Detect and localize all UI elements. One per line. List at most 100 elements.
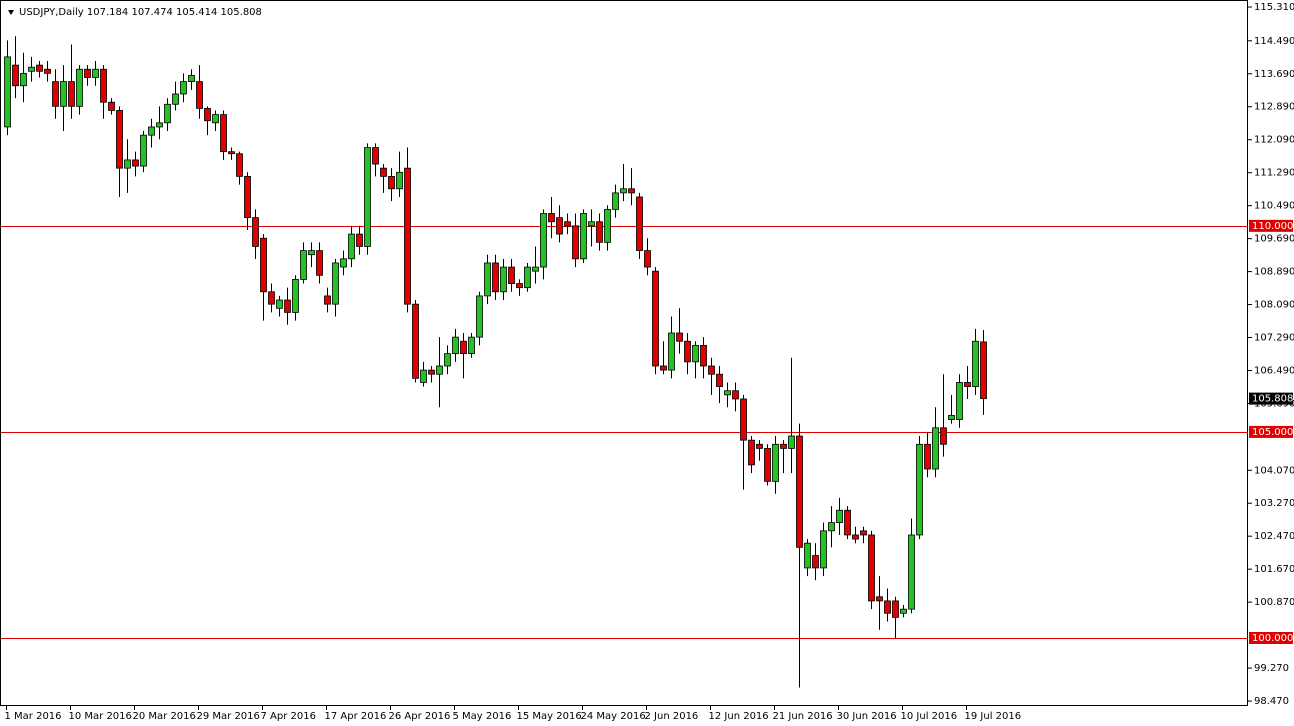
candle-body bbox=[692, 344, 699, 363]
candle-body bbox=[268, 291, 275, 305]
x-tick-label: 15 May 2016 bbox=[517, 711, 582, 722]
candle-body bbox=[796, 435, 803, 548]
candle-body bbox=[332, 262, 339, 305]
candle-body bbox=[500, 266, 507, 293]
candle-body bbox=[932, 427, 939, 470]
candle-body bbox=[164, 103, 171, 124]
candle-body bbox=[964, 382, 971, 387]
candle-body bbox=[708, 365, 715, 375]
candle-body bbox=[956, 382, 963, 420]
y-tick-label: 115.310 bbox=[1254, 2, 1294, 13]
candle-body bbox=[900, 608, 907, 614]
y-tick-label: 114.490 bbox=[1254, 36, 1294, 47]
level-badge-label: 110.000 bbox=[1252, 221, 1293, 232]
candle-body bbox=[476, 295, 483, 338]
candle-body bbox=[36, 64, 43, 72]
candle-body bbox=[204, 107, 211, 122]
candle-body bbox=[276, 299, 283, 309]
y-tick-label: 108.090 bbox=[1254, 300, 1294, 311]
candle-body bbox=[428, 369, 435, 375]
candle-body bbox=[684, 340, 691, 363]
candle-body bbox=[244, 175, 251, 219]
candle-body bbox=[420, 369, 427, 383]
x-tick-label: 7 Apr 2016 bbox=[261, 711, 316, 722]
candle-body bbox=[604, 208, 611, 243]
candle-body bbox=[196, 81, 203, 109]
y-tick-label: 98.470 bbox=[1254, 696, 1289, 707]
y-tick-label: 103.270 bbox=[1254, 498, 1294, 509]
candle-body bbox=[772, 443, 779, 482]
candle-body bbox=[820, 530, 827, 569]
x-tick-label: 20 Mar 2016 bbox=[133, 711, 196, 722]
candle-body bbox=[724, 390, 731, 396]
candle-body bbox=[308, 250, 315, 256]
candle-body bbox=[20, 72, 27, 87]
y-tick-label: 106.490 bbox=[1254, 366, 1294, 377]
candle-body bbox=[12, 64, 19, 87]
level-badge bbox=[1249, 425, 1293, 438]
candle-body bbox=[972, 340, 979, 387]
candle-body bbox=[868, 534, 875, 602]
candle-body bbox=[732, 390, 739, 400]
candle-body bbox=[652, 270, 659, 367]
candle-body bbox=[780, 443, 787, 449]
x-tick-label: 12 Jun 2016 bbox=[709, 711, 769, 722]
candle-body bbox=[916, 443, 923, 536]
candle-body bbox=[644, 250, 651, 268]
candle-body bbox=[436, 365, 443, 375]
candle-body bbox=[764, 448, 771, 482]
candle-body bbox=[716, 373, 723, 387]
symbol: USDJPY,Daily bbox=[19, 7, 84, 18]
candle-body bbox=[148, 126, 155, 136]
candle-body bbox=[812, 555, 819, 569]
candle-body bbox=[340, 258, 347, 268]
x-tick-label: 2 Jun 2016 bbox=[645, 711, 699, 722]
candle-body bbox=[468, 336, 475, 355]
candle-body bbox=[948, 415, 955, 420]
candle-body bbox=[924, 443, 931, 470]
x-tick-label: 10 Jul 2016 bbox=[901, 711, 958, 722]
y-tick-label: 108.890 bbox=[1254, 267, 1294, 278]
candle-body bbox=[252, 217, 259, 247]
menu-arrow[interactable] bbox=[8, 10, 14, 15]
candle-body bbox=[588, 221, 595, 227]
candle-body bbox=[220, 114, 227, 153]
candle-body bbox=[620, 188, 627, 194]
candle-body bbox=[60, 81, 67, 107]
close-value: 105.808 bbox=[221, 7, 262, 18]
candle-body bbox=[444, 353, 451, 367]
y-tick-label: 102.470 bbox=[1254, 531, 1294, 542]
candle-body bbox=[92, 68, 99, 78]
y-tick-label: 113.690 bbox=[1254, 69, 1294, 80]
candle-body bbox=[828, 522, 835, 532]
candle-body bbox=[676, 332, 683, 342]
candle-body bbox=[836, 509, 843, 523]
candle-body bbox=[356, 233, 363, 247]
candle-body bbox=[396, 171, 403, 190]
candle-body bbox=[788, 435, 795, 449]
candle-body bbox=[452, 336, 459, 355]
y-tick-label: 109.690 bbox=[1254, 234, 1294, 245]
candle-body bbox=[540, 213, 547, 268]
candle-body bbox=[4, 56, 11, 128]
candle-body bbox=[612, 192, 619, 210]
candle-body bbox=[580, 213, 587, 260]
candle-body bbox=[412, 303, 419, 379]
x-tick-label: 19 Jul 2016 bbox=[965, 711, 1022, 722]
candle-body bbox=[668, 332, 675, 371]
x-tick-label: 17 Apr 2016 bbox=[325, 711, 387, 722]
candle-body bbox=[284, 299, 291, 313]
candle-body bbox=[484, 262, 491, 297]
y-tick-label: 99.270 bbox=[1254, 663, 1289, 674]
candle-body bbox=[68, 81, 75, 107]
candle-body bbox=[44, 68, 51, 74]
candle-body bbox=[548, 213, 555, 223]
candle-body bbox=[156, 122, 163, 128]
candle-body bbox=[596, 221, 603, 243]
level-badge bbox=[1249, 219, 1293, 232]
candle-body bbox=[524, 266, 531, 289]
price-badge bbox=[1249, 392, 1293, 405]
candle-body bbox=[492, 262, 499, 293]
candle-body bbox=[892, 600, 899, 618]
